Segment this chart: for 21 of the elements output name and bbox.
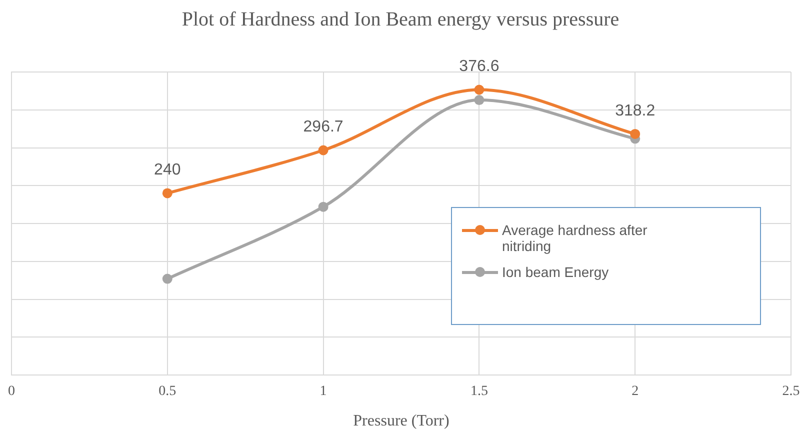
x-tick-label: 1.5 — [470, 384, 488, 400]
point — [318, 145, 328, 156]
legend-label: Average hardness after nitriding — [502, 222, 648, 254]
point — [630, 128, 640, 139]
x-axis-title: Pressure (Torr) — [353, 412, 450, 430]
x-tick-label: 2.5 — [782, 384, 800, 400]
legend-label: Ion beam Energy — [502, 264, 609, 280]
point — [162, 274, 172, 284]
data-label: 376.6 — [459, 58, 500, 76]
x-tick-label: 0.5 — [158, 384, 176, 400]
data-label: 240 — [154, 162, 181, 179]
chart-title: Plot of Hardness and Ion Beam energy versus pressure — [182, 8, 620, 30]
point — [162, 188, 172, 198]
point — [474, 95, 484, 106]
data-label: 318.2 — [615, 102, 656, 120]
point — [318, 202, 328, 212]
x-tick-label: 1 — [320, 384, 327, 400]
x-tick-label: 0 — [8, 384, 15, 400]
data-label: 296.7 — [303, 118, 344, 136]
point — [474, 84, 484, 95]
x-tick-label: 2 — [632, 384, 639, 400]
